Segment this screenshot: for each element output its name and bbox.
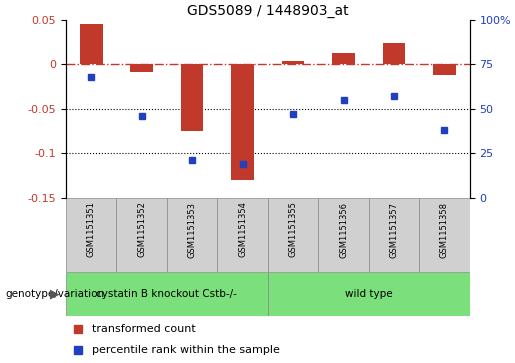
Bar	[66, 272, 268, 316]
Bar	[383, 43, 405, 65]
Bar	[167, 198, 217, 272]
Text: GSM1151351: GSM1151351	[87, 201, 96, 257]
Bar	[318, 198, 369, 272]
Text: percentile rank within the sample: percentile rank within the sample	[92, 345, 280, 355]
Bar	[66, 198, 116, 272]
Bar	[268, 198, 318, 272]
Bar	[181, 65, 203, 131]
Text: GSM1151355: GSM1151355	[288, 201, 298, 257]
Bar	[419, 198, 470, 272]
Title: GDS5089 / 1448903_at: GDS5089 / 1448903_at	[187, 4, 349, 17]
Bar	[80, 24, 102, 65]
Bar	[268, 272, 470, 316]
Bar	[231, 65, 254, 180]
Bar	[116, 198, 167, 272]
Text: GSM1151358: GSM1151358	[440, 201, 449, 258]
Bar	[332, 53, 355, 65]
Text: wild type: wild type	[345, 289, 392, 299]
Text: GSM1151357: GSM1151357	[389, 201, 399, 258]
Text: genotype/variation: genotype/variation	[5, 289, 104, 299]
Bar	[433, 65, 456, 75]
Text: GSM1151356: GSM1151356	[339, 201, 348, 258]
Text: cystatin B knockout Cstb-/-: cystatin B knockout Cstb-/-	[96, 289, 237, 299]
Text: transformed count: transformed count	[92, 324, 196, 334]
Bar	[369, 198, 419, 272]
Bar	[217, 198, 268, 272]
Text: GSM1151353: GSM1151353	[187, 201, 197, 258]
Bar	[282, 61, 304, 65]
Text: ▶: ▶	[50, 287, 60, 301]
Text: GSM1151352: GSM1151352	[137, 201, 146, 257]
Bar	[130, 65, 153, 72]
Text: GSM1151354: GSM1151354	[238, 201, 247, 257]
